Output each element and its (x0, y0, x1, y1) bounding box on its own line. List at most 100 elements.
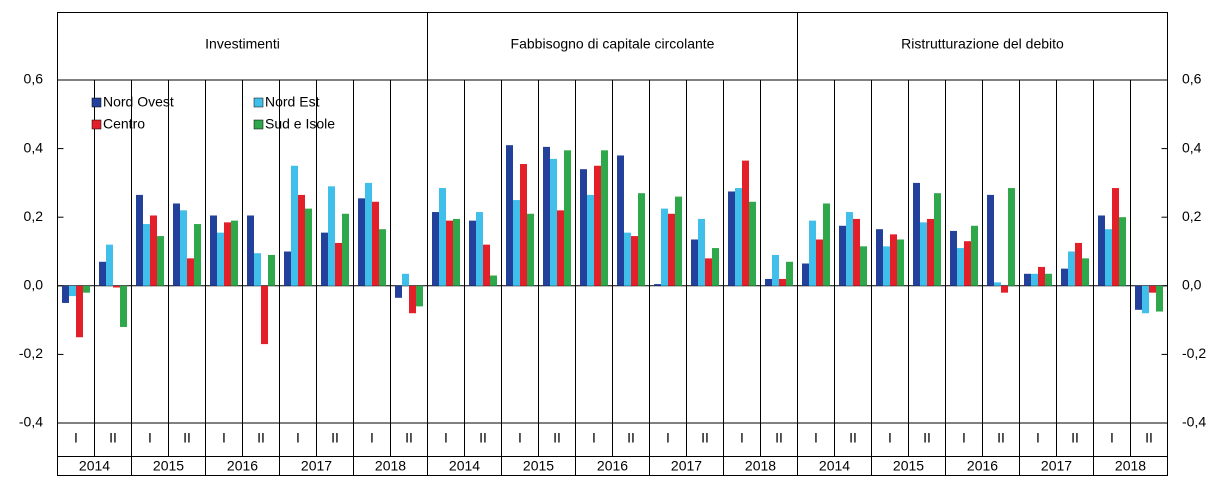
bar (143, 224, 150, 286)
year-label: 2014 (449, 458, 480, 474)
bar (416, 285, 423, 307)
bar (99, 261, 106, 286)
bar (809, 220, 816, 286)
x-tick-label: I (592, 430, 596, 446)
legend-swatch (91, 97, 102, 108)
bar (1135, 285, 1142, 310)
year-label: 2015 (523, 458, 554, 474)
bar (150, 215, 157, 286)
legend-label: Sud e Isole (265, 116, 335, 132)
y-tick-label: 0,0 (24, 277, 44, 293)
bar (617, 155, 624, 286)
bar (261, 285, 268, 345)
x-tick-label: I (740, 430, 744, 446)
x-tick-label: II (1145, 430, 1153, 446)
x-tick-label: II (553, 430, 561, 446)
bar (62, 285, 69, 303)
bar (580, 169, 587, 286)
y-tick-label: -0,4 (19, 414, 43, 430)
bar (1068, 251, 1075, 286)
year-label: 2018 (745, 458, 776, 474)
bar (890, 234, 897, 286)
bar (624, 232, 631, 286)
bar (69, 285, 76, 297)
legend-label: Centro (103, 116, 145, 132)
bar (994, 282, 1001, 286)
x-tick-label: I (518, 430, 522, 446)
bar (372, 201, 379, 286)
year-label: 2016 (227, 458, 258, 474)
legend-label: Nord Est (265, 94, 320, 110)
bar (194, 224, 201, 286)
x-tick-label: II (183, 430, 191, 446)
y-tick-label: 0,2 (24, 208, 44, 224)
bar (469, 220, 476, 286)
bar (712, 248, 719, 286)
bar (231, 220, 238, 286)
bar (705, 258, 712, 286)
bar (446, 220, 453, 286)
x-tick-label: I (370, 430, 374, 446)
bar (358, 198, 365, 286)
bar (1112, 188, 1119, 286)
bar (527, 213, 534, 286)
bar (247, 215, 254, 286)
y-tick-label: 0,4 (24, 139, 44, 155)
bar (1098, 215, 1105, 286)
bar (668, 213, 675, 286)
y-tick-label-right: -0,2 (1182, 345, 1206, 361)
bar (853, 218, 860, 286)
x-tick-label: I (666, 430, 670, 446)
x-tick-label: II (997, 430, 1005, 446)
x-tick-label: I (888, 430, 892, 446)
year-label: 2014 (79, 458, 110, 474)
bar (957, 248, 964, 286)
year-label: 2015 (893, 458, 924, 474)
bar (180, 210, 187, 286)
bar (490, 275, 497, 286)
bar (432, 212, 439, 286)
x-tick-label: II (479, 430, 487, 446)
bar (698, 218, 705, 286)
bar (846, 212, 853, 286)
x-tick-label: II (1071, 430, 1079, 446)
bar (927, 218, 934, 286)
bar (335, 242, 342, 286)
year-label: 2018 (1115, 458, 1146, 474)
bar (1024, 273, 1031, 286)
bar (395, 285, 402, 298)
bar (987, 194, 994, 286)
bar (876, 229, 883, 286)
x-tick-label: II (849, 430, 857, 446)
bar (379, 229, 386, 286)
bar (365, 182, 372, 286)
x-tick-label: I (222, 430, 226, 446)
x-tick-label: II (109, 430, 117, 446)
x-tick-label: I (296, 430, 300, 446)
bar (550, 158, 557, 286)
year-label: 2018 (375, 458, 406, 474)
bar (1142, 285, 1149, 314)
bar (1082, 258, 1089, 286)
bar (157, 236, 164, 286)
bar (268, 254, 275, 286)
bar (816, 239, 823, 286)
legend-swatch (253, 119, 264, 130)
bar (321, 232, 328, 286)
bar (173, 203, 180, 286)
bar (675, 196, 682, 286)
bar (601, 150, 608, 286)
bar (210, 215, 217, 286)
y-tick-label-right: 0,4 (1182, 139, 1202, 155)
bar (120, 285, 127, 327)
y-tick-label: 0,6 (24, 71, 44, 87)
x-tick-label: I (962, 430, 966, 446)
bar (1001, 285, 1008, 293)
bar (476, 212, 483, 286)
bar (1031, 273, 1038, 286)
bar (742, 160, 749, 286)
bar (1038, 266, 1045, 286)
x-tick-label: I (1110, 430, 1114, 446)
x-tick-label: II (405, 430, 413, 446)
bar (839, 225, 846, 286)
